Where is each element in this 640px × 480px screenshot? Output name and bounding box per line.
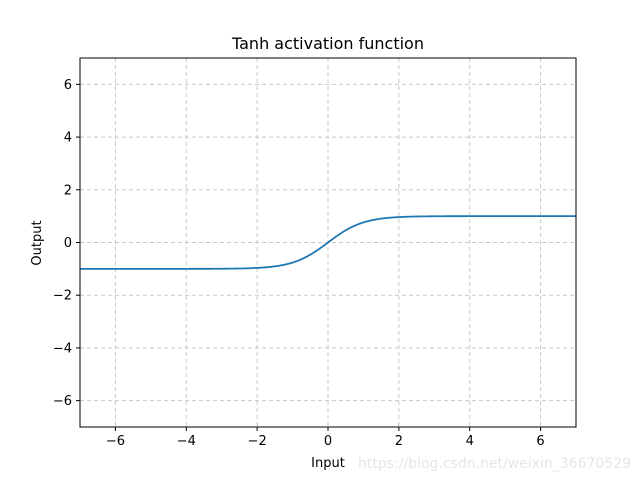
y-tick-label: 0 bbox=[64, 236, 72, 251]
y-tick-label: 6 bbox=[64, 78, 72, 93]
y-tick-label: −6 bbox=[53, 394, 72, 409]
y-tick-label: −2 bbox=[53, 289, 72, 304]
y-tick-label: −4 bbox=[53, 341, 72, 356]
x-axis-label: Input bbox=[311, 456, 345, 471]
x-tick-label: 2 bbox=[395, 434, 403, 449]
series-layer bbox=[80, 215, 576, 270]
x-tick-label: 0 bbox=[324, 434, 332, 449]
y-tick-label: 4 bbox=[64, 131, 72, 146]
y-axis-ticks: −6 −4 −2 0 2 4 6 bbox=[53, 78, 80, 409]
x-tick-label: 4 bbox=[466, 434, 474, 449]
x-axis-ticks: −6 −4 −2 0 2 4 6 bbox=[106, 427, 545, 449]
y-axis-label: Output bbox=[30, 220, 45, 265]
x-tick-label: 6 bbox=[536, 434, 544, 449]
x-tick-label: −2 bbox=[248, 434, 267, 449]
x-tick-label: −6 bbox=[106, 434, 125, 449]
tanh-series-line bbox=[80, 215, 576, 270]
watermark-text: https://blog.csdn.net/weixin_36670529 bbox=[358, 456, 631, 472]
chart-title: Tanh activation function bbox=[231, 34, 424, 53]
x-tick-label: −4 bbox=[177, 434, 196, 449]
y-tick-label: 2 bbox=[64, 183, 72, 198]
